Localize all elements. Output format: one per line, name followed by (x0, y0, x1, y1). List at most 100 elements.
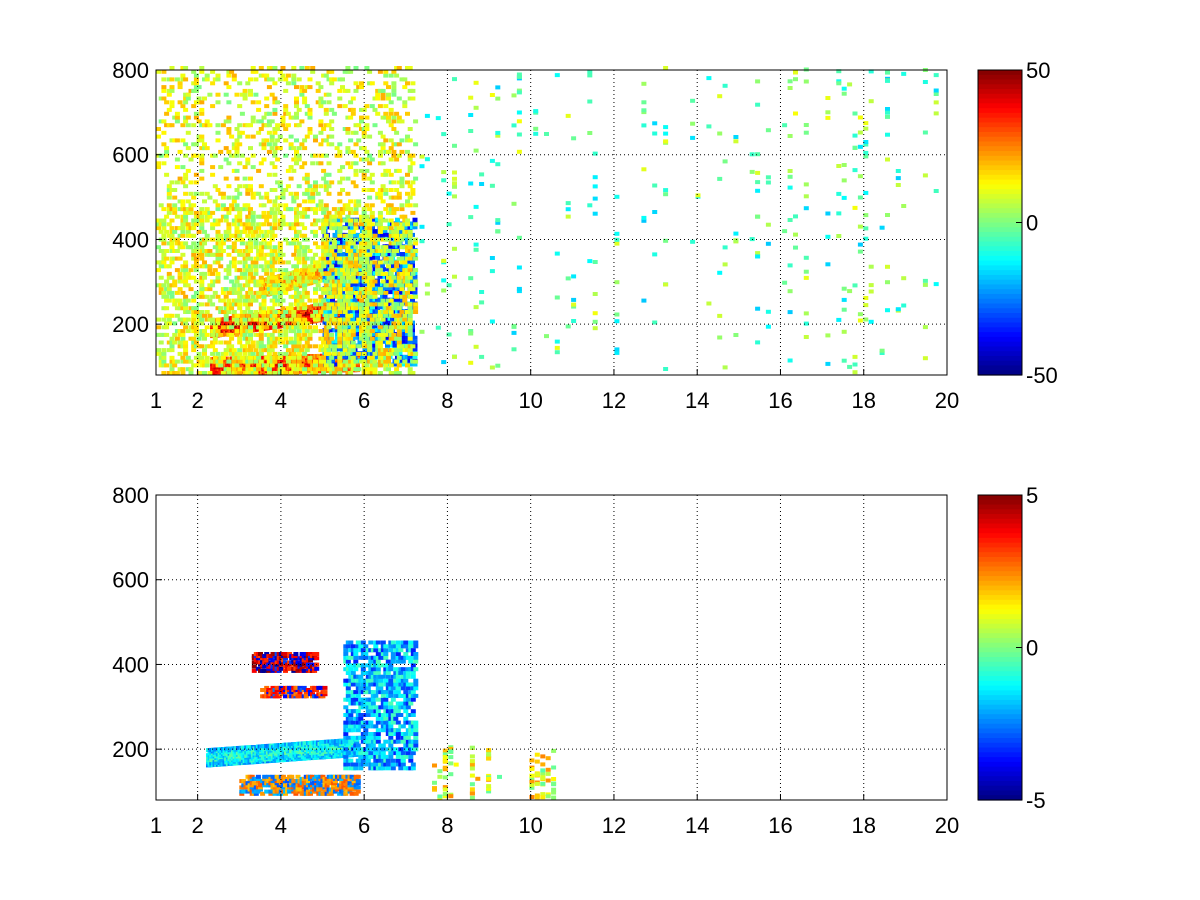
heatmap-cell (277, 294, 283, 299)
heatmap-cell (258, 229, 264, 234)
heatmap-cell (390, 263, 395, 268)
heatmap-cell (215, 123, 221, 128)
heatmap-cell (156, 218, 161, 223)
heatmap-cell (264, 214, 270, 219)
heatmap-cell (188, 226, 194, 231)
heatmap-cell (331, 371, 337, 375)
heatmap-cell (329, 313, 335, 318)
heatmap-cell (242, 226, 248, 231)
heatmap-cell (350, 130, 356, 135)
heatmap-cell (313, 367, 318, 372)
heatmap-cell (234, 92, 240, 97)
heatmap-cell (183, 310, 189, 314)
heatmap-cell (310, 229, 316, 234)
heatmap-cell (193, 249, 199, 253)
heatmap-cell (272, 344, 278, 349)
heatmap-cell (237, 104, 243, 109)
heatmap-cell (185, 130, 191, 135)
heatmap-cell (345, 130, 351, 135)
heatmap-cell (223, 92, 229, 97)
heatmap-cell (204, 214, 210, 219)
heatmap-cell (302, 191, 308, 196)
heatmap-cell (180, 180, 186, 185)
heatmap-cell (345, 207, 351, 212)
heatmap-cell (332, 313, 338, 317)
heatmap-cell (158, 355, 164, 360)
heatmap-cell (245, 279, 251, 284)
heatmap-cell (210, 302, 216, 307)
heatmap-cell (158, 96, 164, 101)
heatmap-cell (223, 367, 229, 372)
heatmap-cell (256, 222, 262, 227)
heatmap-cell (161, 294, 167, 299)
heatmap-cell (283, 153, 289, 158)
heatmap-cell (242, 88, 248, 93)
heatmap-cell (345, 127, 351, 131)
heatmap-cell (172, 321, 178, 326)
heatmap-cell (183, 184, 189, 189)
heatmap-cell (172, 359, 178, 364)
heatmap-cell (323, 317, 329, 322)
heatmap-cell (177, 367, 183, 372)
heatmap-cell (331, 226, 337, 231)
heatmap-cell (280, 123, 286, 128)
heatmap-cell (397, 267, 403, 272)
heatmap-cell (307, 275, 313, 280)
heatmap-cell (348, 138, 354, 143)
heatmap-cell (161, 306, 167, 311)
heatmap-cell (350, 325, 356, 330)
heatmap-cell (302, 138, 308, 143)
heatmap-cell (275, 195, 281, 200)
heatmap-cell (177, 302, 183, 307)
heatmap-cell (323, 233, 329, 238)
heatmap-cell (220, 351, 226, 356)
heatmap-cell (275, 207, 281, 212)
heatmap-cell (174, 226, 180, 231)
heatmap-cell (156, 332, 161, 337)
heatmap-cell (313, 222, 318, 227)
heatmap-cell (348, 207, 354, 212)
heatmap-cell (191, 256, 197, 261)
heatmap-cell (256, 233, 262, 238)
heatmap-cell (313, 207, 318, 212)
heatmap-cell (258, 351, 264, 356)
heatmap-cell (234, 298, 240, 303)
heatmap-cell (353, 252, 359, 257)
heatmap-cell (350, 279, 356, 284)
heatmap-cell (353, 218, 359, 223)
heatmap-cell (272, 100, 278, 105)
heatmap-cell (340, 275, 345, 280)
heatmap-cell (261, 214, 267, 219)
heatmap-cell (242, 229, 248, 234)
heatmap-cell (237, 302, 243, 307)
heatmap-cell (220, 214, 226, 219)
heatmap-cell (348, 107, 354, 112)
heatmap-cell (164, 249, 170, 253)
heatmap-cell (253, 237, 259, 242)
heatmap-cell (218, 355, 224, 360)
heatmap-cell (220, 237, 226, 242)
heatmap-cell (342, 340, 348, 345)
heatmap-cell (188, 275, 194, 280)
heatmap-cell (334, 325, 340, 330)
heatmap-cell (294, 256, 299, 261)
heatmap-cell (345, 294, 351, 299)
heatmap-cell (261, 210, 267, 215)
heatmap-cell (348, 290, 354, 295)
heatmap-cell (340, 263, 345, 268)
heatmap-cell (285, 355, 291, 360)
heatmap-cell (212, 184, 218, 189)
heatmap-cell (402, 225, 408, 230)
heatmap-cell (223, 340, 229, 345)
heatmap-cell (310, 161, 316, 166)
heatmap-cell (269, 77, 275, 82)
heatmap-cell (302, 290, 308, 295)
heatmap-cell (239, 207, 245, 212)
heatmap-cell (204, 355, 210, 360)
heatmap-cell (355, 313, 360, 317)
heatmap-cell (275, 355, 281, 360)
heatmap-cell (294, 153, 299, 158)
heatmap-cell (185, 229, 191, 234)
heatmap-cell (193, 172, 199, 177)
